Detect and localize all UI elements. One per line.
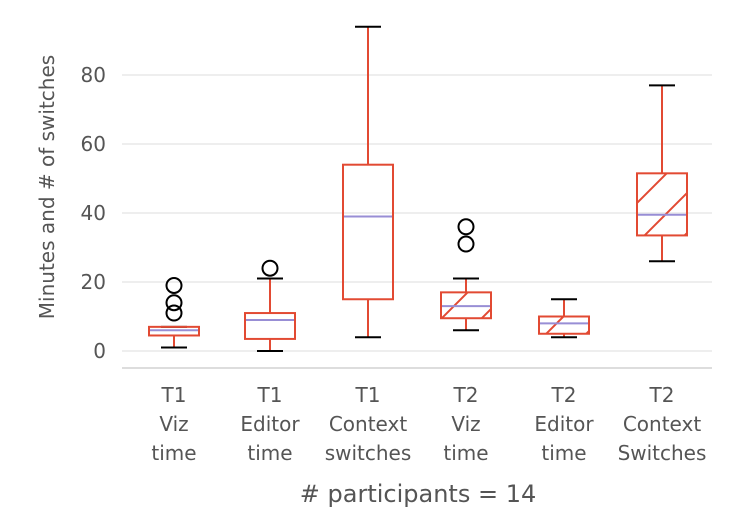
x-tick-label: time: [541, 441, 586, 465]
x-tick-label: T2: [453, 383, 479, 407]
outlier-point: [165, 294, 183, 312]
y-tick-label: 40: [81, 201, 106, 225]
x-tick-label: Editor: [240, 412, 300, 436]
outlier-point: [457, 235, 475, 253]
x-tick-label: Switches: [618, 441, 707, 465]
y-tick-label: 60: [81, 132, 106, 156]
x-tick-label: Viz: [159, 412, 188, 436]
y-tick-label: 80: [81, 63, 106, 87]
box-6: [636, 84, 688, 263]
box-5: [538, 298, 590, 339]
x-tick-label: time: [151, 441, 196, 465]
x-axis-title: # participants = 14: [300, 480, 536, 508]
grid-lines: [122, 74, 712, 352]
x-tick-label: Viz: [451, 412, 480, 436]
box-body: [244, 312, 296, 340]
box-body: [636, 172, 688, 237]
y-tick-label: 0: [93, 339, 106, 363]
x-tick-label: switches: [325, 441, 412, 465]
boxes: [148, 25, 688, 352]
outlier-point: [261, 259, 279, 277]
y-axis-ticks: 0 20 40 60 80: [81, 63, 106, 363]
x-tick-label: Context: [329, 412, 408, 436]
outlier-point: [165, 304, 183, 322]
box-1: [148, 276, 200, 349]
x-tick-label: T1: [355, 383, 381, 407]
x-tick-label: T2: [551, 383, 577, 407]
x-tick-label: time: [443, 441, 488, 465]
x-axis-category-labels: T1 Viz time T1 Editor time T1 Context switches T2…: [151, 383, 706, 465]
box-4: [440, 218, 492, 332]
box-3: [342, 25, 394, 339]
y-tick-label: 20: [81, 270, 106, 294]
box-2: [244, 259, 296, 352]
x-tick-label: T2: [649, 383, 675, 407]
box-body: [342, 163, 394, 301]
x-tick-label: Context: [623, 412, 702, 436]
y-axis-title: Minutes and # of switches: [35, 55, 59, 319]
box-body: [148, 325, 200, 337]
x-tick-label: T1: [257, 383, 283, 407]
x-tick-label: time: [247, 441, 292, 465]
outlier-point: [165, 276, 183, 294]
box-body: [538, 315, 590, 335]
x-tick-label: T1: [161, 383, 187, 407]
outlier-point: [457, 218, 475, 236]
x-tick-label: Editor: [534, 412, 594, 436]
